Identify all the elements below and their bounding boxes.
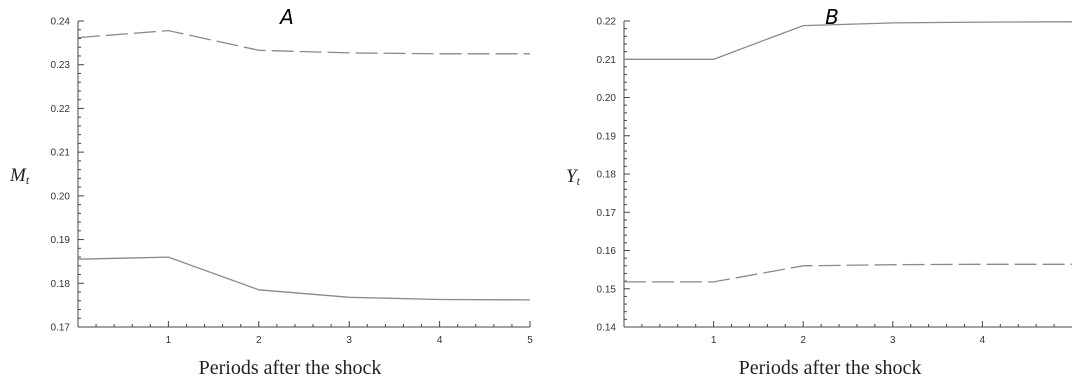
x-tick-label-a: 1 [166, 335, 172, 346]
y-tick-label-b: 0.17 [597, 208, 617, 219]
series-line-a-dashed [77, 29, 530, 55]
y-tick-label-b: 0.22 [597, 17, 617, 28]
x-tick-label-b: 2 [800, 335, 806, 346]
y-tick-label-a: 0.17 [51, 323, 71, 334]
chart-panel-a: A 0.17 0.18 0.19 0.20 0.21 0.22 0.23 0.24 1 2 3 4 5 Pe… [9, 5, 533, 379]
y-tick-label-b: 0.14 [597, 323, 617, 334]
y-tick-label-a: 0.24 [51, 17, 71, 28]
x-tick-label-b: 3 [890, 335, 896, 346]
y-tick-label-a: 0.23 [51, 60, 71, 71]
y-axis-label-main-b: Y [566, 166, 579, 187]
series-line-b-dashed [624, 263, 1072, 283]
y-tick-label-a: 0.22 [51, 104, 71, 115]
y-axis-label-subscript-a: t [26, 173, 30, 187]
x-tick-label-b: 1 [711, 335, 717, 346]
x-tick-label-a: 2 [256, 335, 262, 346]
y-tick-label-b: 0.18 [597, 170, 617, 181]
y-tick-label-b: 0.16 [597, 246, 617, 257]
x-tick-label-b: 4 [980, 335, 986, 346]
y-tick-label-b: 0.15 [597, 284, 617, 295]
y-tick-label-a: 0.20 [51, 191, 71, 202]
series-line-b-solid [624, 21, 1073, 60]
x-axis-label-b: Periods after the shock [739, 357, 922, 379]
x-tick-label-a: 3 [346, 335, 352, 346]
y-tick-label-a: 0.18 [51, 279, 71, 290]
panel-title-b: B [825, 5, 839, 29]
y-tick-label-b: 0.20 [597, 93, 617, 104]
y-tick-label-a: 0.19 [51, 235, 71, 246]
x-tick-label-a: 4 [437, 335, 443, 346]
x-tick-label-a: 5 [527, 335, 533, 346]
x-axis-label-a: Periods after the shock [199, 357, 382, 379]
y-axis-label-b: Yt [566, 166, 581, 188]
y-axis-label-main-a: M [9, 165, 27, 186]
y-tick-label-a: 0.21 [51, 148, 71, 159]
y-axis-label-subscript-b: t [577, 174, 581, 188]
panel-title-a: A [278, 5, 294, 29]
y-tick-label-b: 0.21 [597, 55, 617, 66]
series-line-a-solid [77, 256, 531, 301]
y-tick-label-b: 0.19 [597, 131, 617, 142]
y-axis-label-a: Mt [9, 165, 30, 187]
chart-panel-b: B 0.14 0.15 0.16 0.17 0.18 0.19 0.20 0.21 0.22 1 2 3… [566, 5, 1073, 379]
